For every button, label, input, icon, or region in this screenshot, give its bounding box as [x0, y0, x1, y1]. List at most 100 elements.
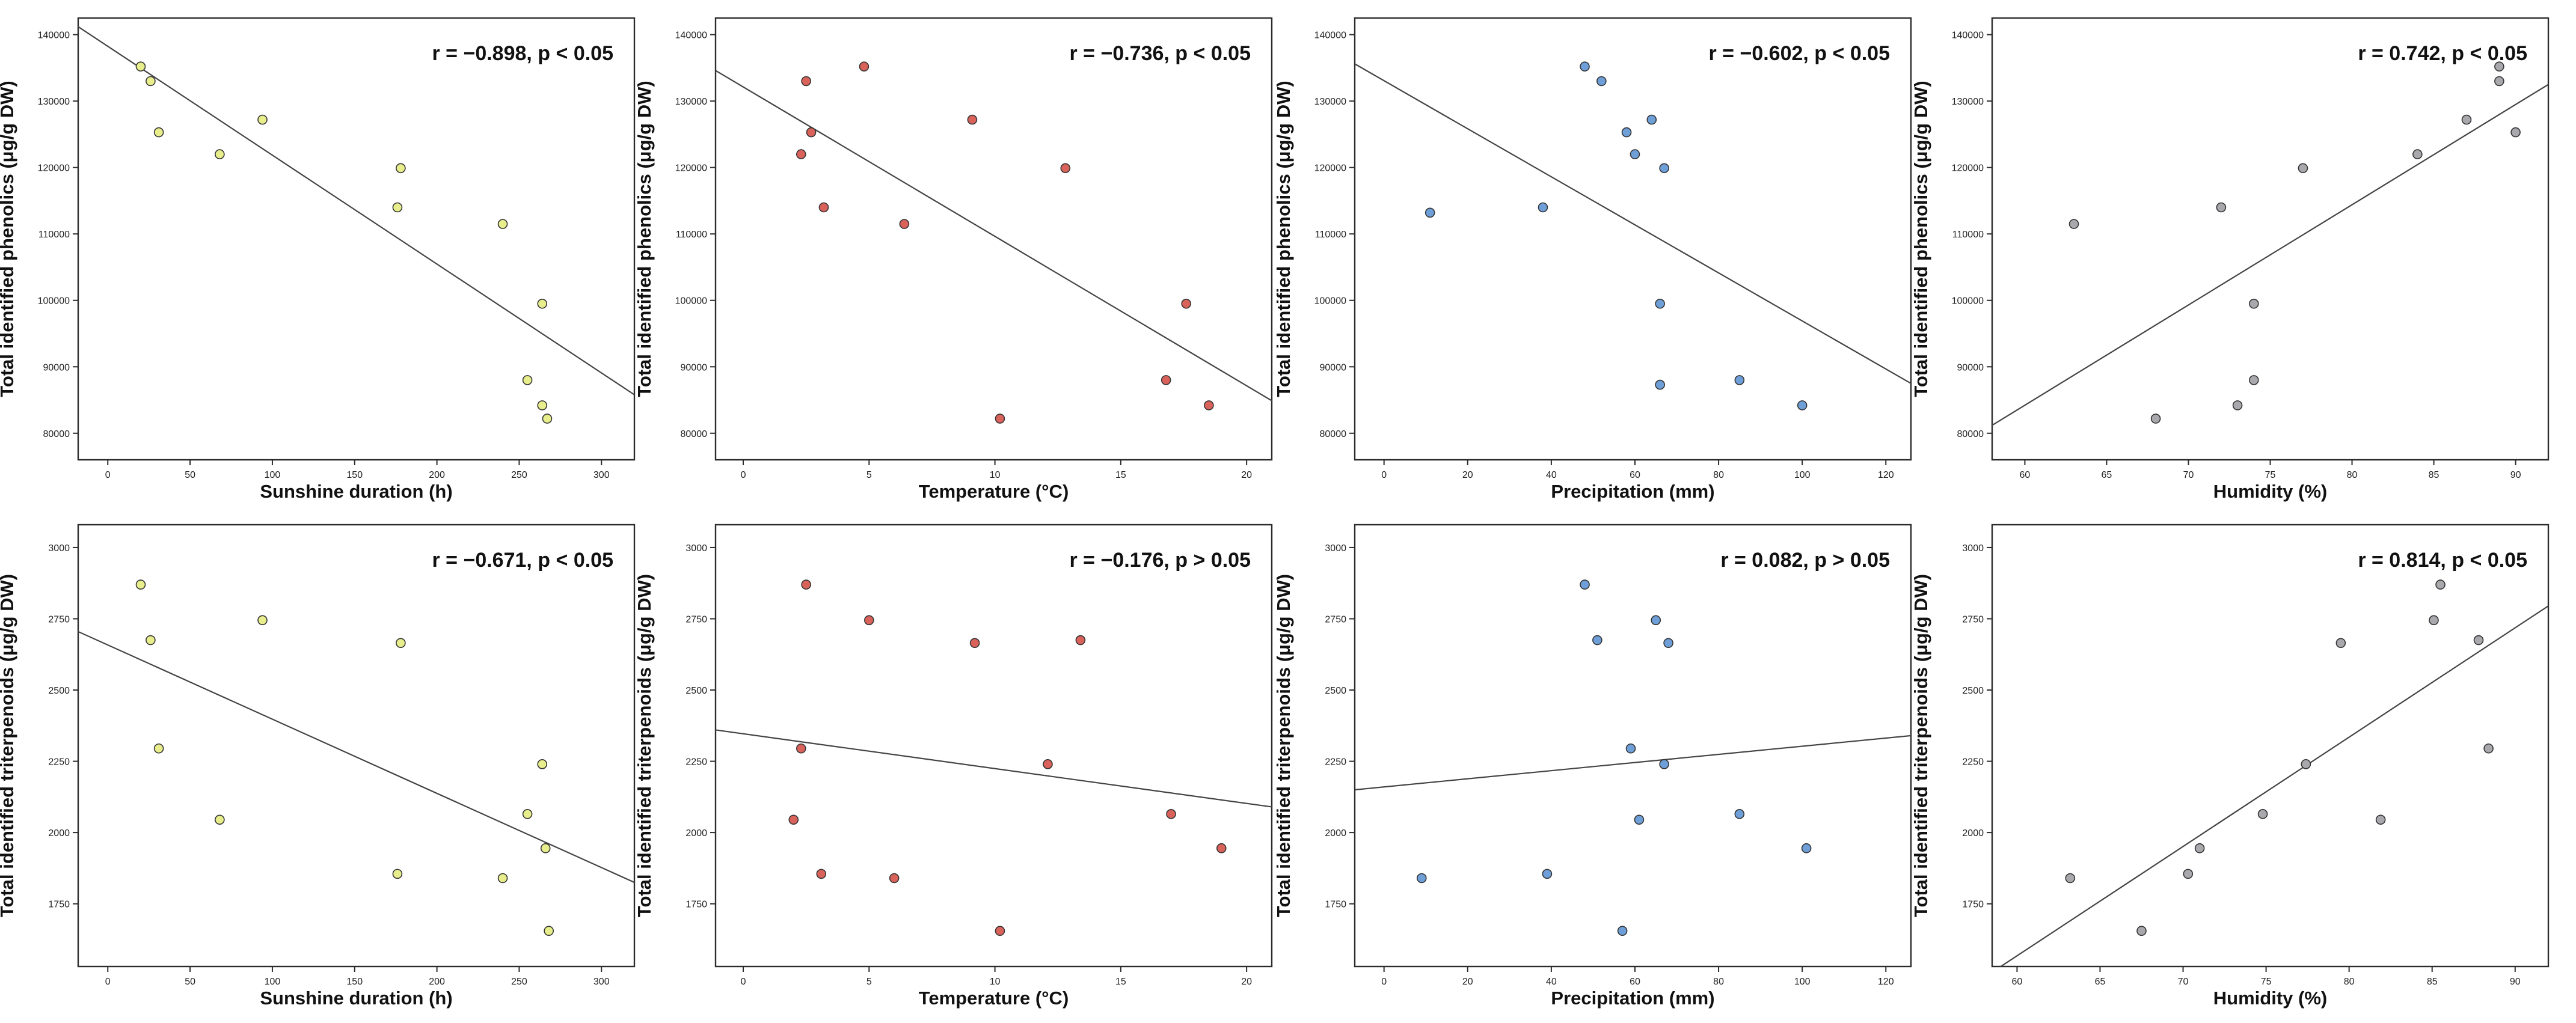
scatter-panel: 0 5 10 15 20 80000 90000 100000 110000 120000 1300… [634, 17, 1273, 502]
data-point [1659, 759, 1669, 769]
regression-line [1355, 734, 1911, 791]
data-point [2257, 809, 2268, 819]
y-tick-label: 80000 [681, 429, 708, 439]
data-point [864, 615, 874, 626]
data-point [2429, 615, 2439, 626]
data-point [257, 114, 268, 125]
data-point [2068, 219, 2079, 229]
scatter-panel: 0 5 10 15 20 1750 2000 2250 2500 2750 3000 Temperat… [634, 524, 1273, 1009]
y-tick-label: 2750 [1325, 614, 1346, 624]
y-tick-label: 140000 [675, 31, 707, 41]
stat-r: r = 0.814, [2358, 549, 2452, 572]
y-tick-label: 2500 [1325, 686, 1346, 696]
data-point [1060, 163, 1071, 174]
correlation-stat: r = 0.742, p < 0.05 [2358, 42, 2527, 65]
stat-r: r = −0.736, [1069, 42, 1175, 65]
scatter-panel: 0 20 40 60 80 100 120 80000 90000 100000 110000 120… [1273, 17, 1912, 502]
y-tick-label: 90000 [43, 362, 70, 373]
data-point [967, 114, 978, 125]
data-point [396, 638, 406, 649]
x-tick-label: 85 [2427, 977, 2438, 987]
x-tick-label: 5 [866, 470, 872, 480]
x-tick-label: 75 [2261, 977, 2272, 987]
correlation-stat: r = 0.082, p > 0.05 [1720, 549, 1890, 572]
y-tick-label: 3000 [685, 543, 707, 554]
data-point [1424, 207, 1435, 218]
y-tick-label: 80000 [1957, 429, 1984, 439]
y-tick-label: 100000 [675, 296, 707, 307]
data-point [497, 873, 508, 884]
stat-r: r = 0.082, [1720, 549, 1814, 572]
correlation-stat: r = −0.602, p < 0.05 [1708, 42, 1890, 65]
x-tick-label: 100 [265, 977, 281, 987]
data-point [801, 76, 811, 87]
y-tick-label: 2750 [685, 614, 707, 624]
data-point [1734, 375, 1745, 385]
x-axis-label: Precipitation (mm) [1551, 988, 1714, 1009]
y-tick-label: 2500 [685, 686, 707, 696]
data-point [889, 873, 900, 884]
x-tick-label: 100 [1794, 470, 1811, 480]
data-point [497, 219, 508, 229]
data-point [1801, 843, 1812, 854]
scatter-panel: 60 65 70 75 80 85 90 1750 2000 2250 2500 2750 3000 Hu… [1910, 524, 2550, 1009]
data-point [1663, 638, 1673, 649]
y-tick-label: 3000 [1325, 543, 1346, 554]
plot-frame [1991, 17, 2550, 461]
data-point [816, 869, 827, 879]
data-point [1646, 114, 1657, 125]
x-axis-label: Humidity (%) [2213, 481, 2327, 502]
data-point [2248, 298, 2259, 309]
data-point [1580, 579, 1590, 590]
x-tick-label: 150 [346, 977, 363, 987]
y-axis-label: Total identified triterpenoids (μg/g DW) [0, 574, 17, 917]
x-tick-label: 60 [1630, 977, 1640, 987]
data-point [995, 414, 1005, 424]
data-point [2065, 873, 2076, 884]
data-point [1075, 635, 1086, 646]
x-tick-label: 80 [1713, 470, 1724, 480]
data-point [1634, 814, 1645, 825]
x-tick-label: 50 [185, 470, 195, 480]
x-tick-label: 0 [741, 470, 746, 480]
data-point [522, 375, 533, 385]
data-point [969, 638, 980, 649]
data-point [537, 759, 548, 769]
stat-p: p < 0.05 [538, 42, 613, 65]
x-tick-label: 20 [1462, 470, 1473, 480]
data-point [135, 579, 146, 590]
data-point [153, 127, 164, 138]
x-axis-label: Temperature (°C) [919, 988, 1069, 1009]
data-point [1538, 202, 1548, 213]
y-tick-label: 130000 [1314, 97, 1346, 107]
data-point [859, 61, 869, 72]
y-tick-label: 2000 [1325, 828, 1346, 838]
x-tick-label: 0 [105, 470, 111, 480]
regression-line [1999, 605, 2548, 967]
x-tick-label: 15 [1115, 977, 1126, 987]
x-tick-label: 0 [1381, 977, 1387, 987]
regression-line [716, 729, 1272, 808]
data-point [396, 163, 406, 174]
data-point [1617, 926, 1628, 936]
stat-p: p > 0.05 [1175, 549, 1251, 572]
data-point [1043, 759, 1053, 769]
plot-frame [714, 524, 1273, 968]
data-point [1797, 400, 1808, 411]
data-point [2301, 759, 2311, 769]
x-tick-label: 60 [2020, 470, 2031, 480]
data-point [796, 743, 806, 754]
data-point [1580, 61, 1590, 72]
data-point [1204, 400, 1214, 411]
regression-line [1355, 63, 1911, 384]
data-point [1655, 379, 1666, 390]
data-point [2232, 400, 2243, 411]
stat-p: p < 0.05 [1175, 42, 1251, 65]
x-tick-label: 65 [2095, 977, 2106, 987]
data-point [146, 76, 156, 87]
x-tick-label: 200 [429, 977, 445, 987]
x-tick-label: 10 [990, 470, 1001, 480]
y-tick-label: 2500 [1962, 686, 1984, 696]
data-point [2136, 926, 2147, 936]
